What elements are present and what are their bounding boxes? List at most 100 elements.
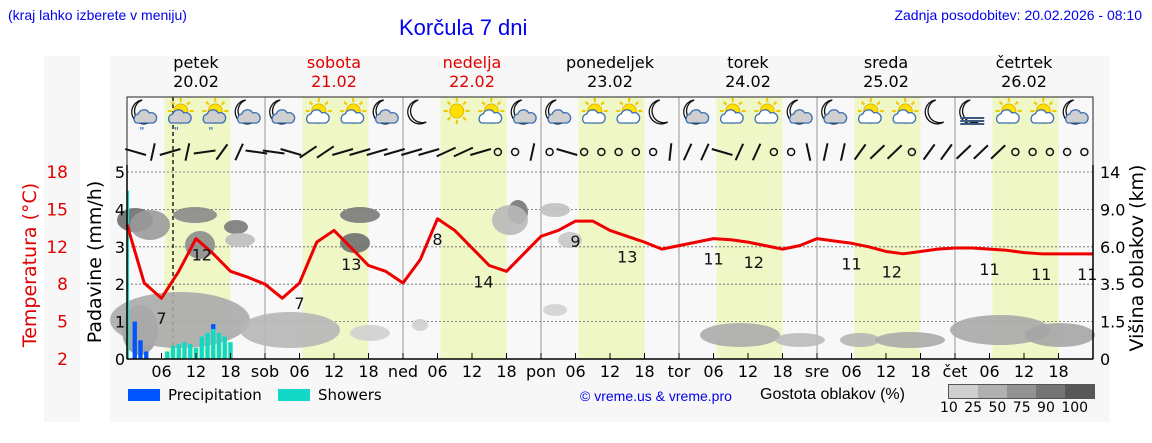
x-tick: čet <box>943 362 968 381</box>
x-tick: pon <box>526 362 556 381</box>
x-tick: 18 <box>496 362 516 381</box>
x-tick: 12 <box>738 362 758 381</box>
wind-barb-icon <box>682 143 693 161</box>
temp-label: 8 <box>432 230 442 249</box>
precip-tick: 3 <box>115 238 125 257</box>
wind-barb-icon <box>401 148 423 156</box>
day-date: 23.02 <box>587 72 633 91</box>
showers-swatch <box>278 389 310 401</box>
calm-wind-icon <box>1045 147 1055 157</box>
wind-barb-icon <box>366 148 388 156</box>
day-name: nedelja <box>442 53 502 72</box>
day-name: torek <box>727 53 769 72</box>
calm-wind-icon <box>614 147 623 157</box>
cloud-density-label: Gostota oblakov (%) <box>760 386 905 403</box>
wind-barb-icon <box>922 143 936 161</box>
cloud-density-area <box>340 233 370 253</box>
wind-barb-icon <box>316 145 335 159</box>
sun-cloud-icon <box>1030 98 1057 124</box>
wind-barb-icon <box>529 143 536 161</box>
moon-fog-icon <box>959 99 985 125</box>
x-tick: tor <box>668 362 691 381</box>
moon-cloud-icon <box>234 99 261 125</box>
cloud-height-tick: 0 <box>1100 350 1110 369</box>
day-name: petek <box>173 53 219 72</box>
wind-barb-icon <box>262 149 285 155</box>
wind-barb-icon <box>700 143 710 161</box>
calm-wind-icon <box>510 147 520 157</box>
svg-text:": " <box>174 126 179 137</box>
temp-label: 11 <box>703 250 723 269</box>
wind-barb-icon <box>383 148 405 156</box>
temp-tick: 15 <box>46 200 68 220</box>
copyright-link[interactable]: © vreme.us & vreme.pro <box>580 388 732 404</box>
x-tick: ned <box>388 362 418 381</box>
cloud-density-area <box>412 319 428 331</box>
day-name: sobota <box>306 53 362 72</box>
day-name: ponedeljek <box>566 53 654 72</box>
x-tick: 06 <box>289 362 309 381</box>
x-tick: 12 <box>600 362 620 381</box>
x-tick: 18 <box>1048 362 1068 381</box>
calm-wind-icon <box>579 147 589 157</box>
cloud-density-area <box>775 333 825 347</box>
moon-icon <box>407 99 427 125</box>
wind-barb-icon <box>711 148 733 156</box>
precipitation-axis-label: Padavine (mm/h) <box>84 181 106 344</box>
showers-bar <box>165 351 170 359</box>
calm-wind-icon <box>1080 147 1089 157</box>
wind-barb-icon <box>418 148 440 156</box>
showers-bar <box>170 345 176 359</box>
temp-label: 11 <box>1077 265 1097 284</box>
temp-tick: 2 <box>57 350 68 370</box>
calm-wind-icon <box>545 147 554 157</box>
wind-barb-icon <box>853 143 867 161</box>
wind-barb-icon <box>940 143 953 161</box>
temp-label: 7 <box>294 294 304 313</box>
daytime-band <box>854 97 921 359</box>
showers-bar <box>205 332 210 359</box>
temperature-axis-label: Temperatura (°C) <box>19 183 41 348</box>
precipitation-bar <box>144 351 149 359</box>
cloud-density-area <box>492 205 528 235</box>
moon-cloud-rain-icon: " <box>131 99 158 137</box>
wind-barb-icon <box>280 148 302 156</box>
temp-tick: 8 <box>57 275 68 295</box>
wind-barb-icon <box>245 149 268 155</box>
cloud-height-tick: 9.0 <box>1100 200 1125 219</box>
calm-wind-icon <box>493 147 503 157</box>
day-date: 22.02 <box>449 72 495 91</box>
wind-barb-icon <box>822 143 829 161</box>
precip-tick: 1 <box>115 313 125 332</box>
moon-cloud-icon <box>821 99 848 125</box>
wind-barb-icon <box>805 143 812 161</box>
precip-tick: 5 <box>115 163 125 182</box>
precip-tick: 2 <box>115 275 125 294</box>
moon-cloud-icon <box>683 99 710 125</box>
moon-cloud-icon <box>510 99 537 125</box>
cloud-height-tick: 1.5 <box>1100 313 1125 332</box>
wind-barb-icon <box>751 143 762 161</box>
cloud-density-area <box>350 325 390 341</box>
temp-label: 12 <box>744 253 764 272</box>
day-date: 20.02 <box>173 72 219 91</box>
svg-text:": " <box>208 126 213 137</box>
day-label-2: nedelja 22.02 <box>402 53 542 91</box>
moon-icon <box>924 99 945 125</box>
wind-barb-icon <box>886 144 903 160</box>
calm-wind-icon <box>597 147 606 157</box>
sun-cloud-icon <box>857 98 884 124</box>
page-title: Korčula 7 dni <box>399 15 528 40</box>
moon-icon <box>648 99 669 125</box>
cloud-density-area <box>130 210 170 240</box>
temp-tick: 5 <box>57 313 68 333</box>
showers-bar <box>188 344 193 359</box>
cloud-density-colorbar <box>948 384 1095 399</box>
x-tick: 06 <box>841 362 861 381</box>
temp-label: 9 <box>570 232 580 251</box>
cloud-density-area <box>240 312 340 348</box>
cloud-density-ticks: 10 25 50 75 90 100 <box>940 400 1089 416</box>
cloud-height-tick: 6.0 <box>1100 238 1125 257</box>
x-tick: 12 <box>186 362 206 381</box>
day-date: 21.02 <box>311 72 357 91</box>
